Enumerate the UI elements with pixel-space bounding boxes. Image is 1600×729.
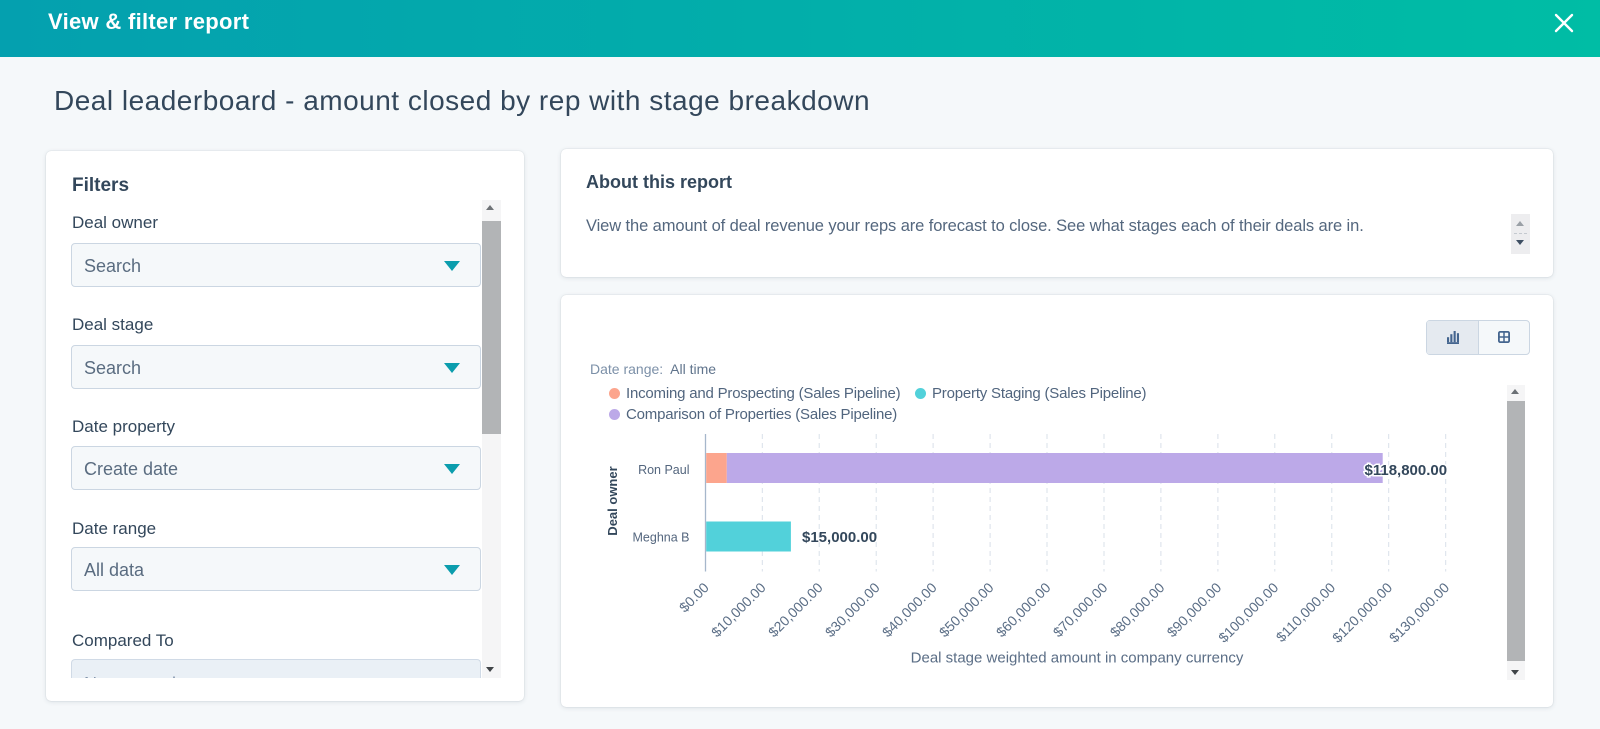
svg-text:$50,000.00: $50,000.00 — [936, 579, 997, 640]
svg-text:Deal stage weighted amount in: Deal stage weighted amount in company cu… — [911, 650, 1244, 667]
svg-text:$20,000.00: $20,000.00 — [765, 579, 826, 640]
svg-text:$80,000.00: $80,000.00 — [1107, 579, 1168, 640]
svg-text:$120,000.00: $120,000.00 — [1329, 579, 1396, 646]
svg-text:Ron Paul: Ron Paul — [638, 463, 689, 477]
svg-text:Deal owner: Deal owner — [605, 466, 620, 535]
svg-text:$60,000.00: $60,000.00 — [993, 579, 1054, 640]
svg-text:$10,000.00: $10,000.00 — [708, 579, 769, 640]
svg-text:$130,000.00: $130,000.00 — [1386, 579, 1453, 646]
svg-text:$100,000.00: $100,000.00 — [1215, 579, 1282, 646]
svg-text:$15,000.00: $15,000.00 — [802, 529, 877, 546]
svg-text:$70,000.00: $70,000.00 — [1050, 579, 1111, 640]
svg-text:$90,000.00: $90,000.00 — [1164, 579, 1225, 640]
svg-text:$118,800.00: $118,800.00 — [1365, 462, 1448, 479]
svg-text:$30,000.00: $30,000.00 — [822, 579, 883, 640]
svg-text:Meghna B: Meghna B — [633, 531, 690, 545]
svg-text:$40,000.00: $40,000.00 — [879, 579, 940, 640]
svg-text:$0.00: $0.00 — [676, 579, 712, 615]
